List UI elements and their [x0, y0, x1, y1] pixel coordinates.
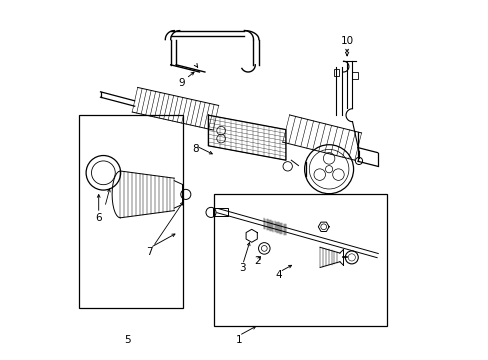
Bar: [352, 72, 357, 79]
Text: 2: 2: [253, 256, 260, 266]
Text: 10: 10: [340, 36, 353, 46]
Text: 3: 3: [239, 263, 245, 273]
Bar: [79, 115, 183, 308]
Bar: [213, 194, 386, 326]
Text: 9: 9: [178, 78, 184, 88]
Text: 5: 5: [124, 335, 131, 345]
Text: 4: 4: [275, 270, 282, 280]
Text: 6: 6: [95, 213, 102, 223]
Bar: [212, 208, 227, 216]
Bar: [333, 69, 339, 76]
Text: 7: 7: [145, 247, 152, 257]
Text: 8: 8: [192, 144, 199, 154]
Text: 1: 1: [235, 335, 242, 345]
